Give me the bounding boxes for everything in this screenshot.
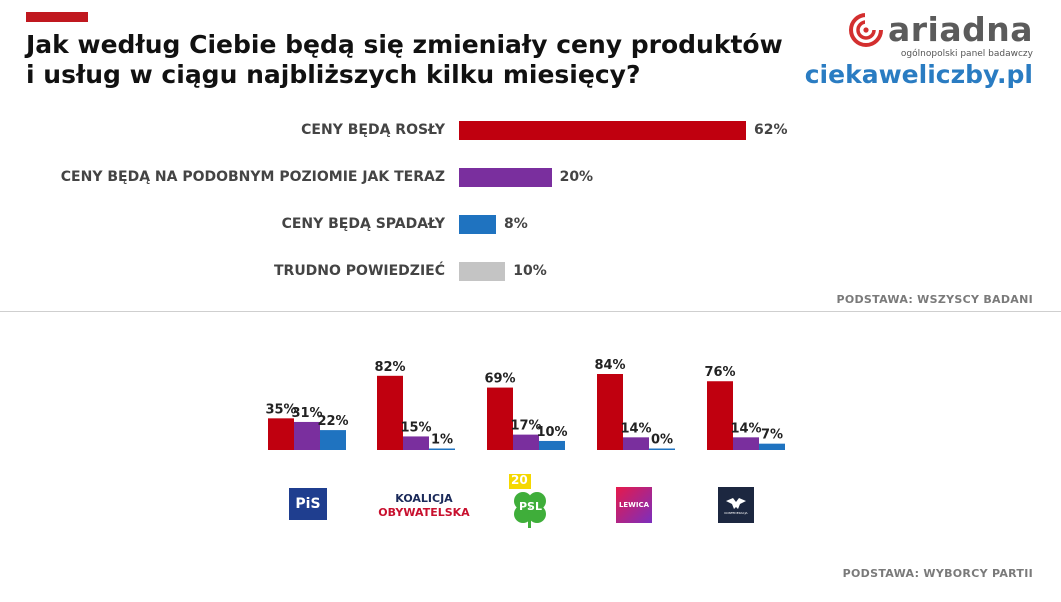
party-bar-value-label: 14% [730,421,761,436]
brand-subtitle: ogólnopolski panel badawczy [900,49,1033,59]
title-line-2: i usług w ciągu najbliższych kilku miesi… [26,60,641,89]
party-bar [513,434,539,450]
party-bar [649,448,675,450]
party-bar-value-label: 14% [620,421,651,436]
party-bar-value-label: 69% [484,372,515,387]
ko-logo: KOALICJA OBYWATELSKA [378,492,470,519]
party-bar-chart: 35%31%22%82%15%1%69%17%10%84%14%0%76%14%… [265,358,785,450]
party-bar [733,437,759,450]
bar-label: CENY BĘDĄ SPADAŁY [281,216,445,232]
lewica-logo: LEWICA [616,487,652,523]
bar-value-label: 10% [513,263,547,279]
divider [0,311,1061,312]
konfederacja-logo: KONFEDERACJA [718,487,754,523]
bar-label: CENY BĘDĄ ROSŁY [301,122,445,138]
party-bar [403,436,429,450]
brand-name: ariadna [887,10,1033,49]
party-bar-value-label: 76% [704,365,735,380]
party-bar-value-label: 0% [651,433,673,448]
party-bar-value-label: 22% [317,414,348,429]
party-bar [320,430,346,450]
bar-label: CENY BĘDĄ NA PODOBNYM POZIOMIE JAK TERAZ [60,169,445,185]
ariadna-spiral-icon [848,12,884,47]
party-bar [268,418,294,450]
party-bar-value-label: 7% [761,428,783,443]
party-bar [707,381,733,450]
site-link[interactable]: ciekaweliczby.pl [804,60,1033,89]
party-bar-value-label: 10% [536,425,567,440]
party-bar [487,387,513,450]
bar-value-label: 20% [559,169,594,185]
ariadna-logo: ariadna ogólnopolski panel badawczy [848,12,1033,59]
party-bar-value-label: 84% [594,358,625,373]
pis-logo: PiS [289,488,327,520]
bar-value-label: 62% [754,122,788,138]
footnote-parties: PODSTAWA: WYBORCY PARTII [842,567,1033,580]
party-bar-value-label: 1% [431,433,453,448]
bar-label: TRUDNO POWIEDZIEĆ [273,263,445,279]
party-bar [377,375,403,450]
party-bar [597,374,623,450]
psl-clover-icon [509,474,546,528]
party-bar [623,437,649,450]
party-bar-value-label: 17% [510,419,541,434]
accent-bar [26,12,88,22]
page-title: Jak według Ciebie będą się zmieniały cen… [26,30,826,90]
title-line-1: Jak według Ciebie będą się zmieniały cen… [26,30,783,59]
party-bar-value-label: 15% [400,420,431,435]
party-bar-value-label: 35% [265,402,296,417]
eagle-icon [726,498,746,509]
psl-logo: 20 PSL [507,473,553,528]
party-bar [759,443,785,450]
bar-value-label: 8% [504,216,528,232]
bar [459,262,506,281]
party-bar-value-label: 31% [291,406,322,421]
party-bar [539,440,565,450]
bar [459,215,497,234]
party-bar [294,421,320,450]
bar [459,168,552,187]
footnote-all: PODSTAWA: WSZYSCY BADANI [836,293,1033,306]
party-bar-value-label: 82% [374,360,405,375]
bar [459,121,746,140]
party-bar [429,448,455,450]
